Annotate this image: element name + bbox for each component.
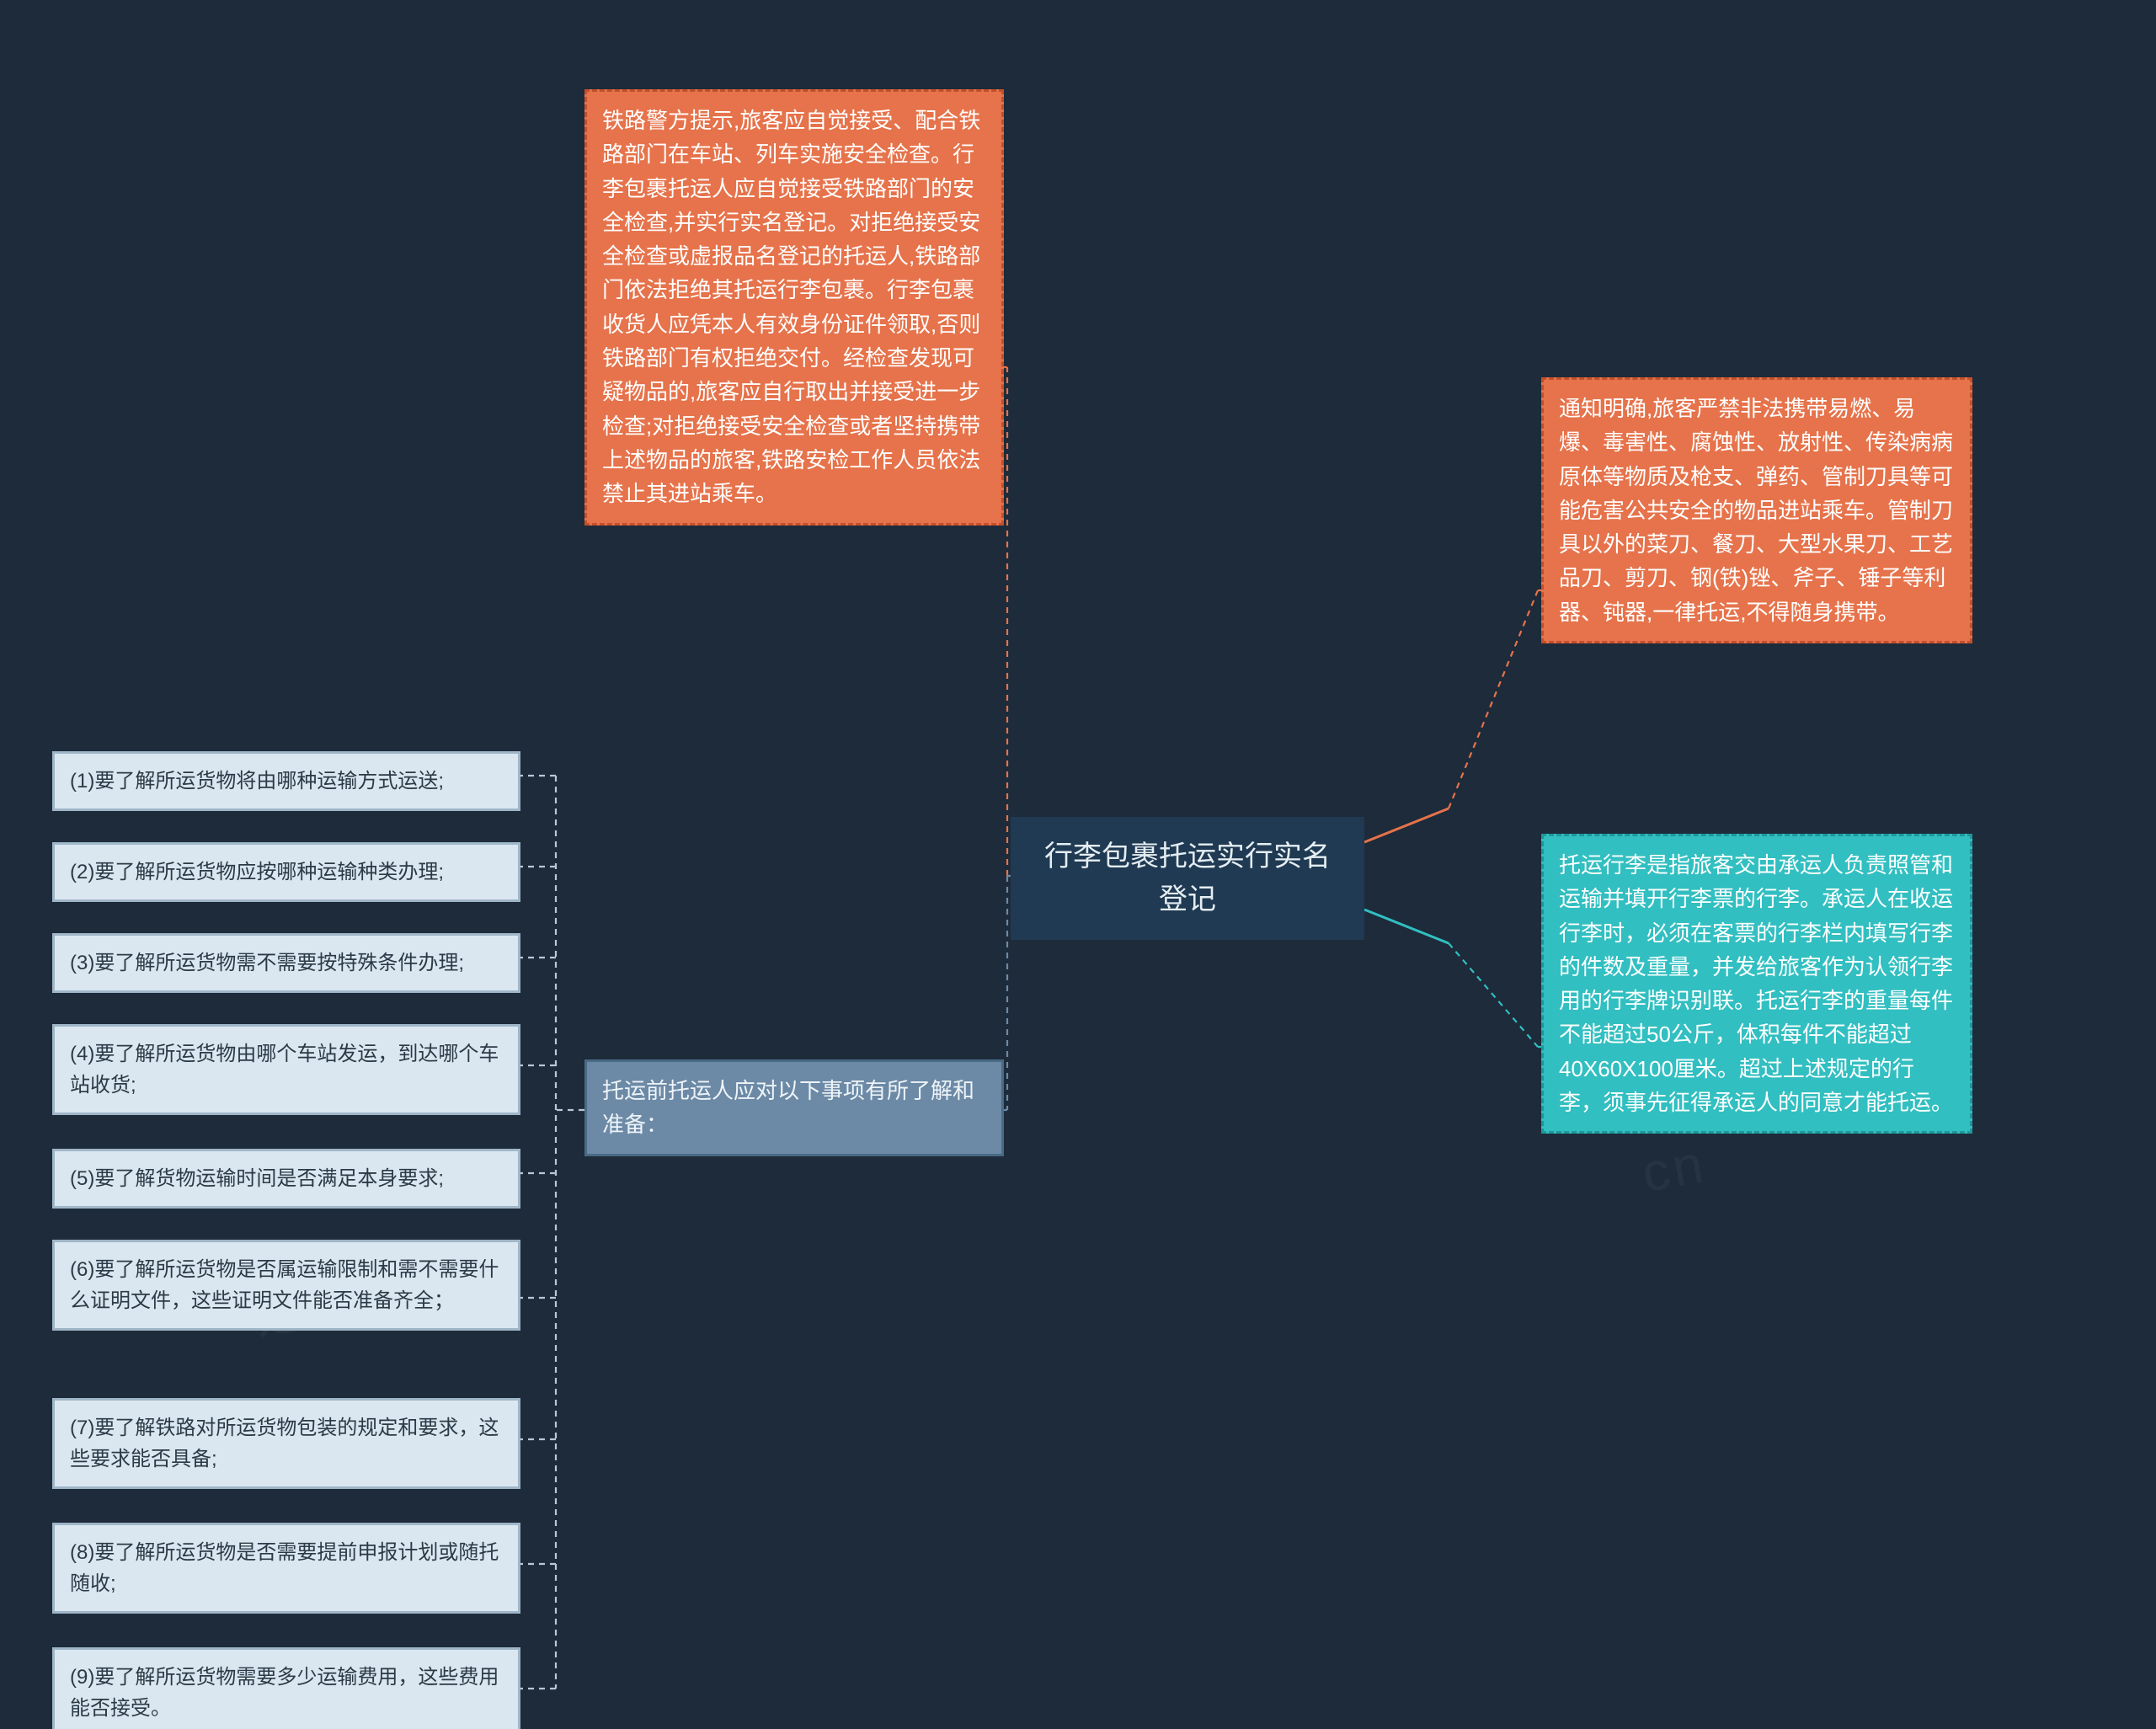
leaf-item-1[interactable]: (1)要了解所运货物将由哪种运输方式运送; (52, 751, 520, 811)
leaf-item-2[interactable]: (2)要了解所运货物应按哪种运输种类办理; (52, 842, 520, 902)
branch-left-mid[interactable]: 托运前托运人应对以下事项有所了解和准备： (584, 1059, 1004, 1156)
branch-right-top[interactable]: 通知明确,旅客严禁非法携带易燃、易爆、毒害性、腐蚀性、放射性、传染病病原体等物质… (1541, 377, 1972, 643)
branch-left-top[interactable]: 铁路警方提示,旅客应自觉接受、配合铁路部门在车站、列车实施安全检查。行李包裹托运… (584, 89, 1004, 526)
branch-right-bottom[interactable]: 托运行李是指旅客交由承运人负责照管和运输并填开行李票的行李。承运人在收运行李时，… (1541, 834, 1972, 1134)
leaf-item-8[interactable]: (8)要了解所运货物是否需要提前申报计划或随托随收; (52, 1523, 520, 1614)
leaf-item-3[interactable]: (3)要了解所运货物需不需要按特殊条件办理; (52, 933, 520, 993)
leaf-item-9[interactable]: (9)要了解所运货物需要多少运输费用，这些费用能否接受。 (52, 1647, 520, 1729)
leaf-item-5[interactable]: (5)要了解货物运输时间是否满足本身要求; (52, 1149, 520, 1209)
center-node[interactable]: 行李包裹托运实行实名登记 (1011, 817, 1364, 940)
watermark: cn (1637, 1132, 1710, 1204)
leaf-item-7[interactable]: (7)要了解铁路对所运货物包装的规定和要求，这些要求能否具备; (52, 1398, 520, 1489)
leaf-item-6[interactable]: (6)要了解所运货物是否属运输限制和需不需要什么证明文件，这些证明文件能否准备齐… (52, 1240, 520, 1331)
leaf-item-4[interactable]: (4)要了解所运货物由哪个车站发运，到达哪个车站收货; (52, 1024, 520, 1115)
